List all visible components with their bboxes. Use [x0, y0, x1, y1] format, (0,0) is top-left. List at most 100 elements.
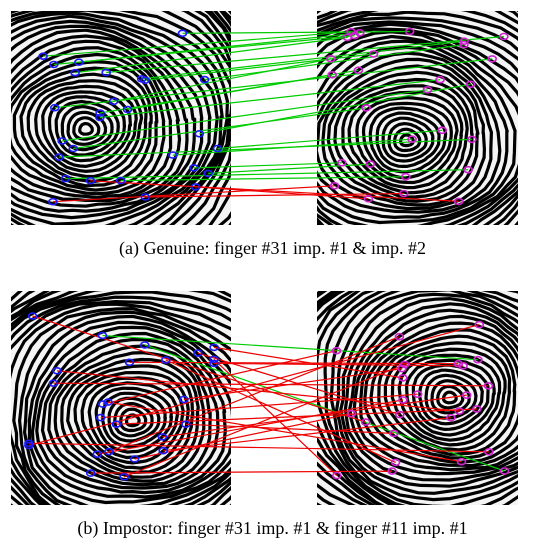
minutia-marker-left — [203, 169, 213, 178]
matched-pair-line — [58, 138, 472, 158]
minutia-marker-left — [48, 379, 59, 388]
ridge-line — [377, 334, 517, 457]
minutia-marker-left — [95, 113, 105, 122]
matched-pair-line — [193, 162, 342, 169]
ridge-line — [355, 96, 459, 185]
ridge-line — [4, 290, 238, 512]
matched-pair-line — [62, 89, 428, 142]
ridge-line — [47, 95, 127, 163]
ridge-line — [375, 111, 441, 168]
matched-pair-line — [182, 30, 410, 34]
mismatched-pair-line — [185, 423, 394, 434]
mismatched-pair-line — [129, 361, 459, 365]
minutia-marker-left — [161, 356, 171, 364]
mismatched-pair-line — [32, 315, 366, 423]
minutia-marker-right — [398, 374, 408, 382]
minutia-marker-left — [38, 52, 48, 61]
minutia-marker-right — [463, 165, 473, 174]
minutia-marker-left — [194, 130, 205, 138]
mismatched-pair-line — [100, 393, 418, 419]
ridge-line — [66, 110, 108, 146]
mismatched-pair-line — [116, 408, 477, 425]
mismatched-pair-line — [163, 417, 451, 452]
minutia-marker-left — [193, 349, 203, 357]
minutia-marker-left — [115, 176, 126, 185]
mismatched-pair-line — [102, 350, 337, 405]
ridge-line — [310, 34, 525, 231]
minutia-marker-left — [60, 174, 71, 183]
minutia-marker-right — [456, 457, 467, 466]
minutia-marker-left — [209, 355, 219, 364]
minutia-marker-left — [140, 193, 151, 201]
ridge-line — [411, 363, 490, 432]
minutia-marker-right — [499, 467, 510, 475]
minutia-marker-right — [331, 346, 342, 355]
ridge-line — [390, 347, 507, 447]
matched-pair-line — [144, 344, 505, 472]
ridge-line — [310, 39, 517, 225]
minutia-marker-right — [398, 396, 408, 404]
minutia-marker-right — [454, 407, 465, 415]
mismatched-pair-line — [28, 324, 480, 447]
minutia-marker-right — [397, 364, 407, 373]
ridge-line — [66, 364, 195, 475]
minutia-marker-left — [209, 359, 219, 368]
ridge-line — [321, 64, 487, 207]
ridge-line — [22, 314, 238, 511]
ridge-line — [368, 106, 448, 174]
minutia-marker-left — [140, 341, 150, 349]
panel-genuine — [4, 4, 525, 232]
minutia-marker-left — [27, 312, 38, 320]
ridge-line — [310, 16, 525, 232]
ridge-line — [87, 381, 180, 460]
minutia-marker-left — [85, 469, 96, 477]
minutia-marker-left — [52, 366, 62, 375]
minutia-marker-left — [158, 446, 168, 455]
minutia-marker-right — [453, 359, 464, 368]
minutia-marker-left — [74, 58, 84, 67]
minutia-marker-right — [474, 320, 485, 329]
fingerprint-image-left — [4, 4, 238, 232]
mismatched-pair-line — [53, 382, 489, 387]
ridge-line — [333, 77, 474, 199]
ridge-line — [418, 368, 484, 426]
ridge-line — [4, 28, 197, 213]
ridge-line — [27, 320, 238, 505]
minutia-marker-left — [70, 68, 80, 77]
ridge-line — [125, 413, 141, 428]
minutia-marker-right — [446, 413, 456, 422]
minutia-marker-right — [473, 355, 483, 364]
minutia-marker-left — [57, 137, 67, 145]
matched-pair-line — [54, 58, 493, 109]
mismatched-pair-line — [56, 370, 460, 412]
minutia-marker-right — [398, 189, 409, 198]
ridge-line — [352, 308, 525, 472]
caption-impostor: (b) Impostor: finger #31 imp. #1 & finge… — [77, 518, 468, 538]
ridge-line — [4, 52, 166, 196]
minutia-marker-right — [368, 50, 379, 58]
minutia-marker-right — [388, 429, 399, 438]
minutia-marker-left — [97, 331, 108, 340]
fingerprint-image-right — [310, 4, 525, 232]
ridge-line — [17, 310, 238, 512]
ridge-line — [310, 4, 525, 232]
minutia-marker-left — [95, 109, 105, 117]
ridge-line — [54, 99, 120, 157]
ridge-line — [40, 337, 220, 490]
ridge-line — [4, 284, 238, 512]
minutia-marker-right — [363, 195, 374, 203]
mismatched-pair-line — [123, 363, 405, 478]
ridge-line — [383, 341, 512, 452]
ridge-line — [19, 72, 148, 184]
minutia-marker-left — [140, 76, 150, 85]
minutia-marker-left — [108, 97, 119, 106]
minutia-marker-right — [326, 54, 336, 63]
minutia-marker-right — [346, 409, 357, 418]
mismatched-pair-line — [195, 186, 369, 200]
minutia-marker-left — [199, 75, 210, 84]
minutia-marker-right — [329, 182, 340, 190]
minutiae-markers — [38, 27, 509, 206]
matched-pair-line — [120, 176, 406, 182]
minutia-marker-right — [467, 135, 477, 144]
caption-genuine: (a) Genuine: finger #31 imp. #1 & imp. #… — [119, 238, 426, 258]
